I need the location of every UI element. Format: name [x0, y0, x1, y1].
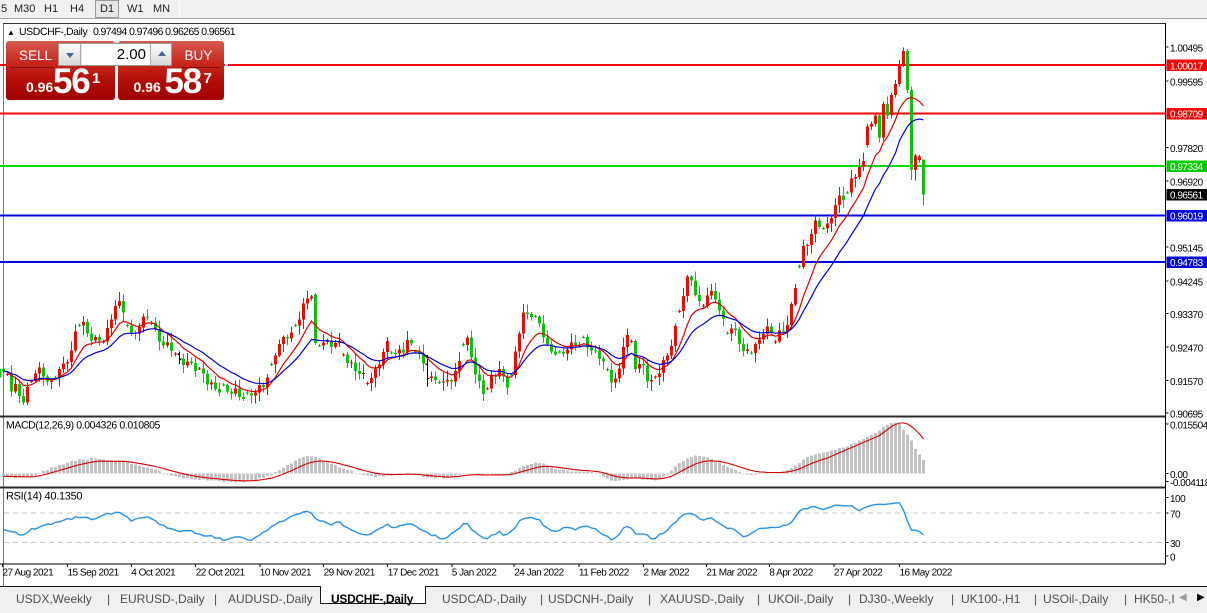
- svg-text:MACD(12,26,9) 0.004326 0.01080: MACD(12,26,9) 0.004326 0.010805: [6, 420, 161, 432]
- svg-text:0.96019: 0.96019: [1170, 212, 1204, 223]
- svg-text:27 Apr 2022: 27 Apr 2022: [834, 568, 883, 579]
- svg-text:0.91570: 0.91570: [1170, 377, 1204, 388]
- svg-text:27 Aug 2021: 27 Aug 2021: [3, 568, 55, 579]
- svg-text:0.98709: 0.98709: [1170, 110, 1204, 121]
- svg-text:0.95145: 0.95145: [1170, 244, 1204, 255]
- svg-text:0: 0: [1170, 553, 1176, 564]
- svg-text:0.99595: 0.99595: [1170, 78, 1204, 89]
- svg-text:24 Jan 2022: 24 Jan 2022: [514, 568, 564, 579]
- svg-text:▲: ▲: [7, 28, 14, 37]
- svg-text:2 Mar 2022: 2 Mar 2022: [644, 568, 691, 579]
- svg-text:0.97820: 0.97820: [1170, 144, 1204, 155]
- svg-text:USDCHF-,Daily: USDCHF-,Daily: [19, 26, 88, 38]
- svg-text:0.93370: 0.93370: [1170, 310, 1204, 321]
- svg-text:100: 100: [1170, 494, 1186, 505]
- svg-text:8 Apr 2022: 8 Apr 2022: [769, 568, 813, 579]
- svg-text:0.94783: 0.94783: [1170, 258, 1204, 269]
- svg-text:21 Mar 2022: 21 Mar 2022: [706, 568, 758, 579]
- svg-text:RSI(14) 40.1350: RSI(14) 40.1350: [6, 491, 82, 503]
- svg-text:10 Nov 2021: 10 Nov 2021: [260, 568, 312, 579]
- svg-text:22 Oct 2021: 22 Oct 2021: [196, 568, 246, 579]
- svg-text:5 Jan 2022: 5 Jan 2022: [452, 568, 497, 579]
- svg-text:0.96920: 0.96920: [1170, 178, 1204, 189]
- svg-text:0.00: 0.00: [1170, 470, 1188, 481]
- svg-text:1.00495: 1.00495: [1170, 44, 1204, 55]
- svg-text:4 Oct 2021: 4 Oct 2021: [131, 568, 176, 579]
- svg-text:0.92470: 0.92470: [1170, 344, 1204, 355]
- svg-text:11 Feb 2022: 11 Feb 2022: [579, 568, 630, 579]
- svg-text:1.00017: 1.00017: [1170, 61, 1204, 72]
- svg-text:30: 30: [1170, 539, 1181, 550]
- svg-text:-0.004118: -0.004118: [1170, 478, 1207, 489]
- svg-text:0.015504: 0.015504: [1170, 421, 1207, 432]
- svg-text:0.97334: 0.97334: [1170, 162, 1204, 173]
- svg-text:0.90695: 0.90695: [1170, 410, 1204, 421]
- svg-text:29 Nov 2021: 29 Nov 2021: [324, 568, 376, 579]
- svg-text:16 May 2022: 16 May 2022: [900, 568, 953, 579]
- svg-text:15 Sep 2021: 15 Sep 2021: [68, 568, 120, 579]
- svg-text:0.94245: 0.94245: [1170, 277, 1204, 288]
- svg-text:70: 70: [1170, 510, 1181, 521]
- svg-text:17 Dec 2021: 17 Dec 2021: [388, 568, 440, 579]
- svg-text:0.96561: 0.96561: [1170, 191, 1204, 202]
- svg-text:0.97494 0.97496 0.96265 0.9656: 0.97494 0.97496 0.96265 0.96561: [93, 26, 236, 38]
